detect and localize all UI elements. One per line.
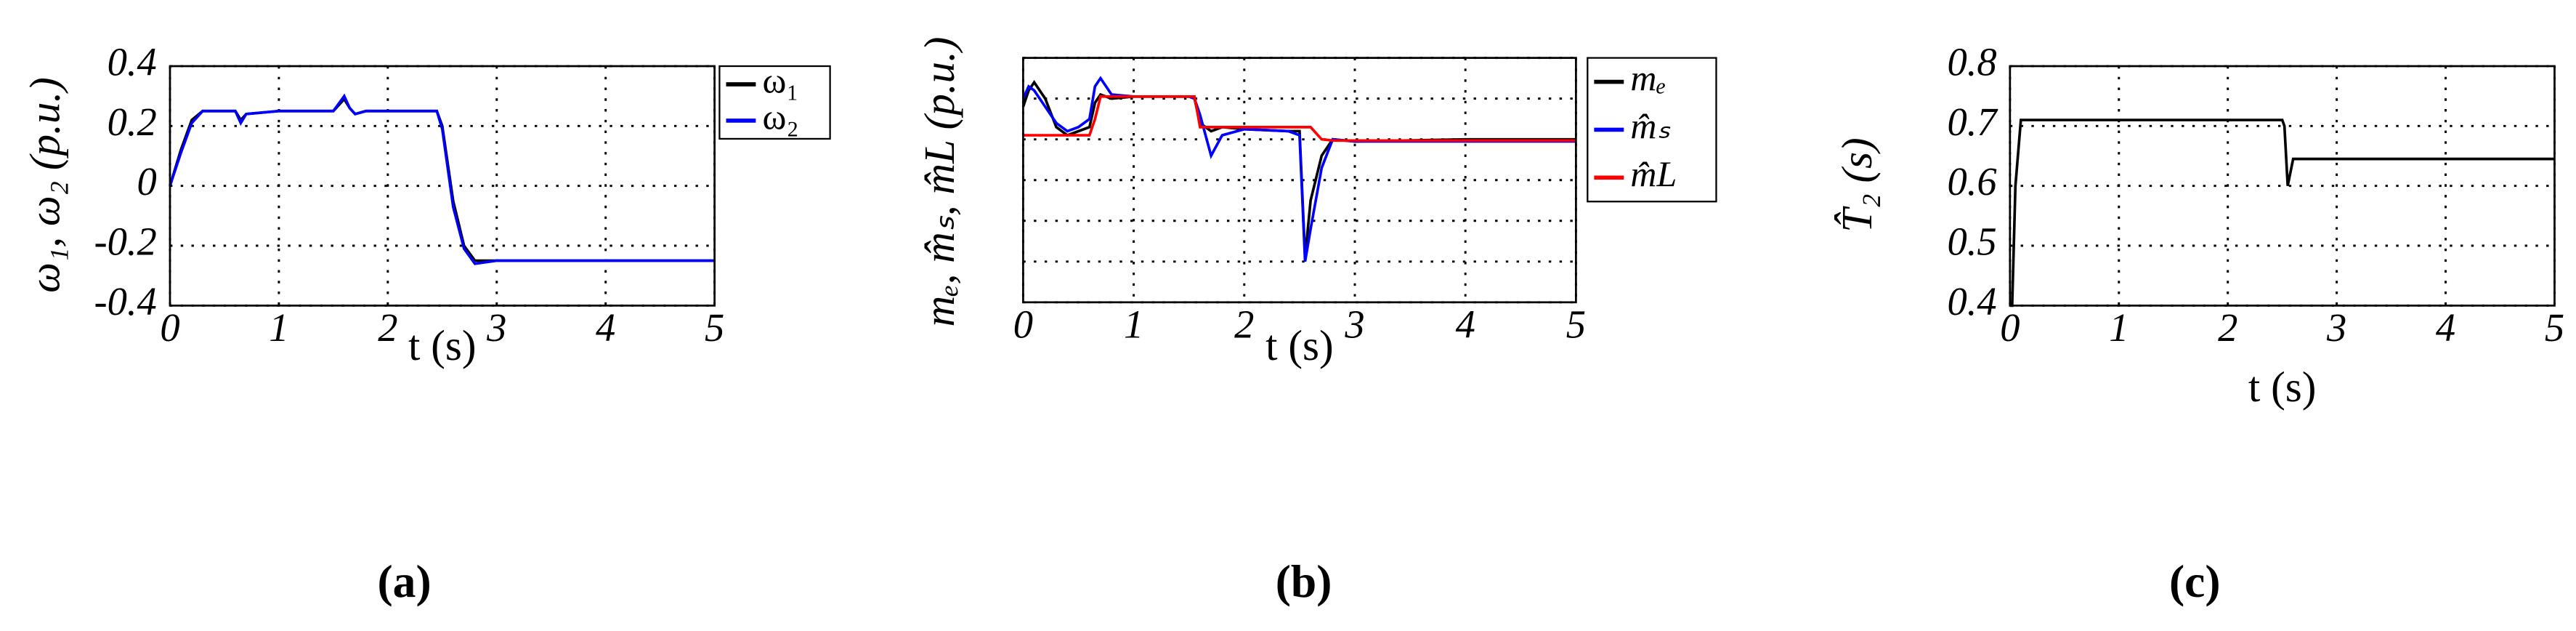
y-tick-label: 0.4: [1948, 279, 1997, 323]
y-tick-label: 0: [137, 159, 157, 204]
x-tick-label: 4: [596, 305, 615, 350]
x-tick-label: 5: [705, 305, 724, 350]
x-axis-label: t (s): [1265, 321, 1333, 369]
data-line: [2009, 118, 2555, 308]
x-tick-label: 2: [1234, 302, 1254, 347]
y-tick-label: -0.2: [94, 220, 157, 264]
x-tick-label: 3: [2326, 305, 2346, 350]
x-tick-label: 2: [378, 305, 397, 350]
x-tick-label: 0: [1013, 302, 1033, 347]
x-tick-label: 1: [269, 305, 288, 350]
data-line: [169, 93, 715, 265]
legend-label: m̂L: [1630, 153, 1677, 194]
panel-label: (c): [2169, 555, 2221, 607]
legend-label: ω₂: [762, 96, 798, 137]
x-tick-label: 5: [1566, 302, 1586, 347]
y-tick-label: 0.4: [108, 40, 157, 84]
x-tick-label: 3: [486, 305, 506, 350]
x-tick-label: 4: [1456, 302, 1475, 347]
y-tick-label: 0.6: [1948, 159, 1997, 204]
x-tick-label: 5: [2545, 305, 2564, 350]
legend-box: [718, 65, 831, 140]
y-axis-label: T̂₂ (s): [1833, 137, 1881, 232]
plot-frame: [169, 65, 716, 307]
data-line: [1021, 76, 1576, 262]
x-tick-label: 0: [160, 305, 179, 350]
panel-label: (a): [377, 555, 431, 607]
legend-label: ω₁: [762, 60, 798, 100]
legend-label: mₑ: [1630, 57, 1666, 98]
data-line: [1021, 80, 1576, 258]
x-tick-label: 3: [1344, 302, 1364, 347]
y-axis-label: mₑ, m̂ₛ, m̂L (p.u.): [915, 37, 963, 327]
plot-frame: [1022, 57, 1577, 304]
data-line: [169, 97, 715, 262]
y-tick-label: 0.8: [1948, 40, 1997, 84]
panel-label: (b): [1276, 555, 1332, 607]
x-axis-label: t (s): [408, 321, 476, 369]
x-tick-label: 2: [2218, 305, 2237, 350]
plot-frame: [2009, 65, 2556, 307]
x-tick-label: 1: [1124, 302, 1143, 347]
y-tick-label: 0.7: [1948, 100, 1999, 144]
y-tick-label: -0.4: [94, 279, 157, 323]
data-line: [1023, 95, 1576, 142]
x-tick-label: 1: [2109, 305, 2129, 350]
y-tick-label: 0.2: [108, 100, 157, 144]
y-tick-label: 0.5: [1948, 220, 1997, 264]
x-axis-label: t (s): [2248, 363, 2316, 411]
x-tick-label: 4: [2436, 305, 2455, 350]
y-axis-label: ω₁, ω₂ (p.u.): [21, 77, 69, 293]
legend-label: m̂ₛ: [1630, 105, 1670, 146]
x-tick-label: 0: [2000, 305, 2020, 350]
